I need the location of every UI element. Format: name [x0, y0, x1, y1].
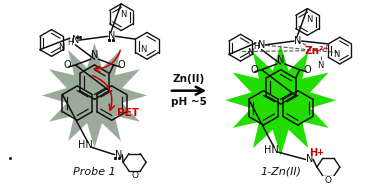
Text: +: + [316, 148, 323, 157]
Text: O: O [118, 60, 125, 70]
Text: Probe 1: Probe 1 [73, 167, 116, 177]
Text: O: O [250, 65, 258, 75]
Text: Zn(II): Zn(II) [173, 74, 205, 84]
Text: O: O [304, 65, 311, 75]
Text: N: N [120, 10, 126, 19]
Text: N: N [305, 154, 313, 164]
Text: N: N [277, 55, 284, 65]
Text: O: O [131, 171, 138, 180]
Text: N: N [91, 50, 98, 60]
Text: O: O [325, 176, 332, 184]
Text: HN: HN [77, 140, 92, 150]
Text: N: N [294, 36, 302, 46]
Text: N: N [140, 45, 146, 54]
Text: 1-Zn(II): 1-Zn(II) [260, 167, 301, 177]
Text: N: N [333, 50, 339, 59]
Text: N: N [318, 61, 324, 70]
Text: O: O [64, 60, 71, 70]
Text: Zn²⁺: Zn²⁺ [304, 46, 329, 56]
Text: H: H [67, 38, 73, 47]
Text: PET: PET [117, 108, 139, 118]
Text: N: N [72, 35, 79, 45]
Text: N: N [258, 40, 265, 50]
Polygon shape [225, 45, 336, 156]
Text: N: N [108, 31, 115, 41]
Text: N: N [306, 15, 313, 24]
Text: H: H [253, 42, 259, 51]
Text: H: H [309, 148, 317, 158]
Text: pH ~5: pH ~5 [171, 97, 207, 107]
Text: HN: HN [264, 145, 279, 155]
Text: N: N [58, 43, 64, 52]
Polygon shape [42, 43, 147, 148]
Text: N: N [115, 150, 122, 160]
Text: N: N [247, 48, 253, 57]
